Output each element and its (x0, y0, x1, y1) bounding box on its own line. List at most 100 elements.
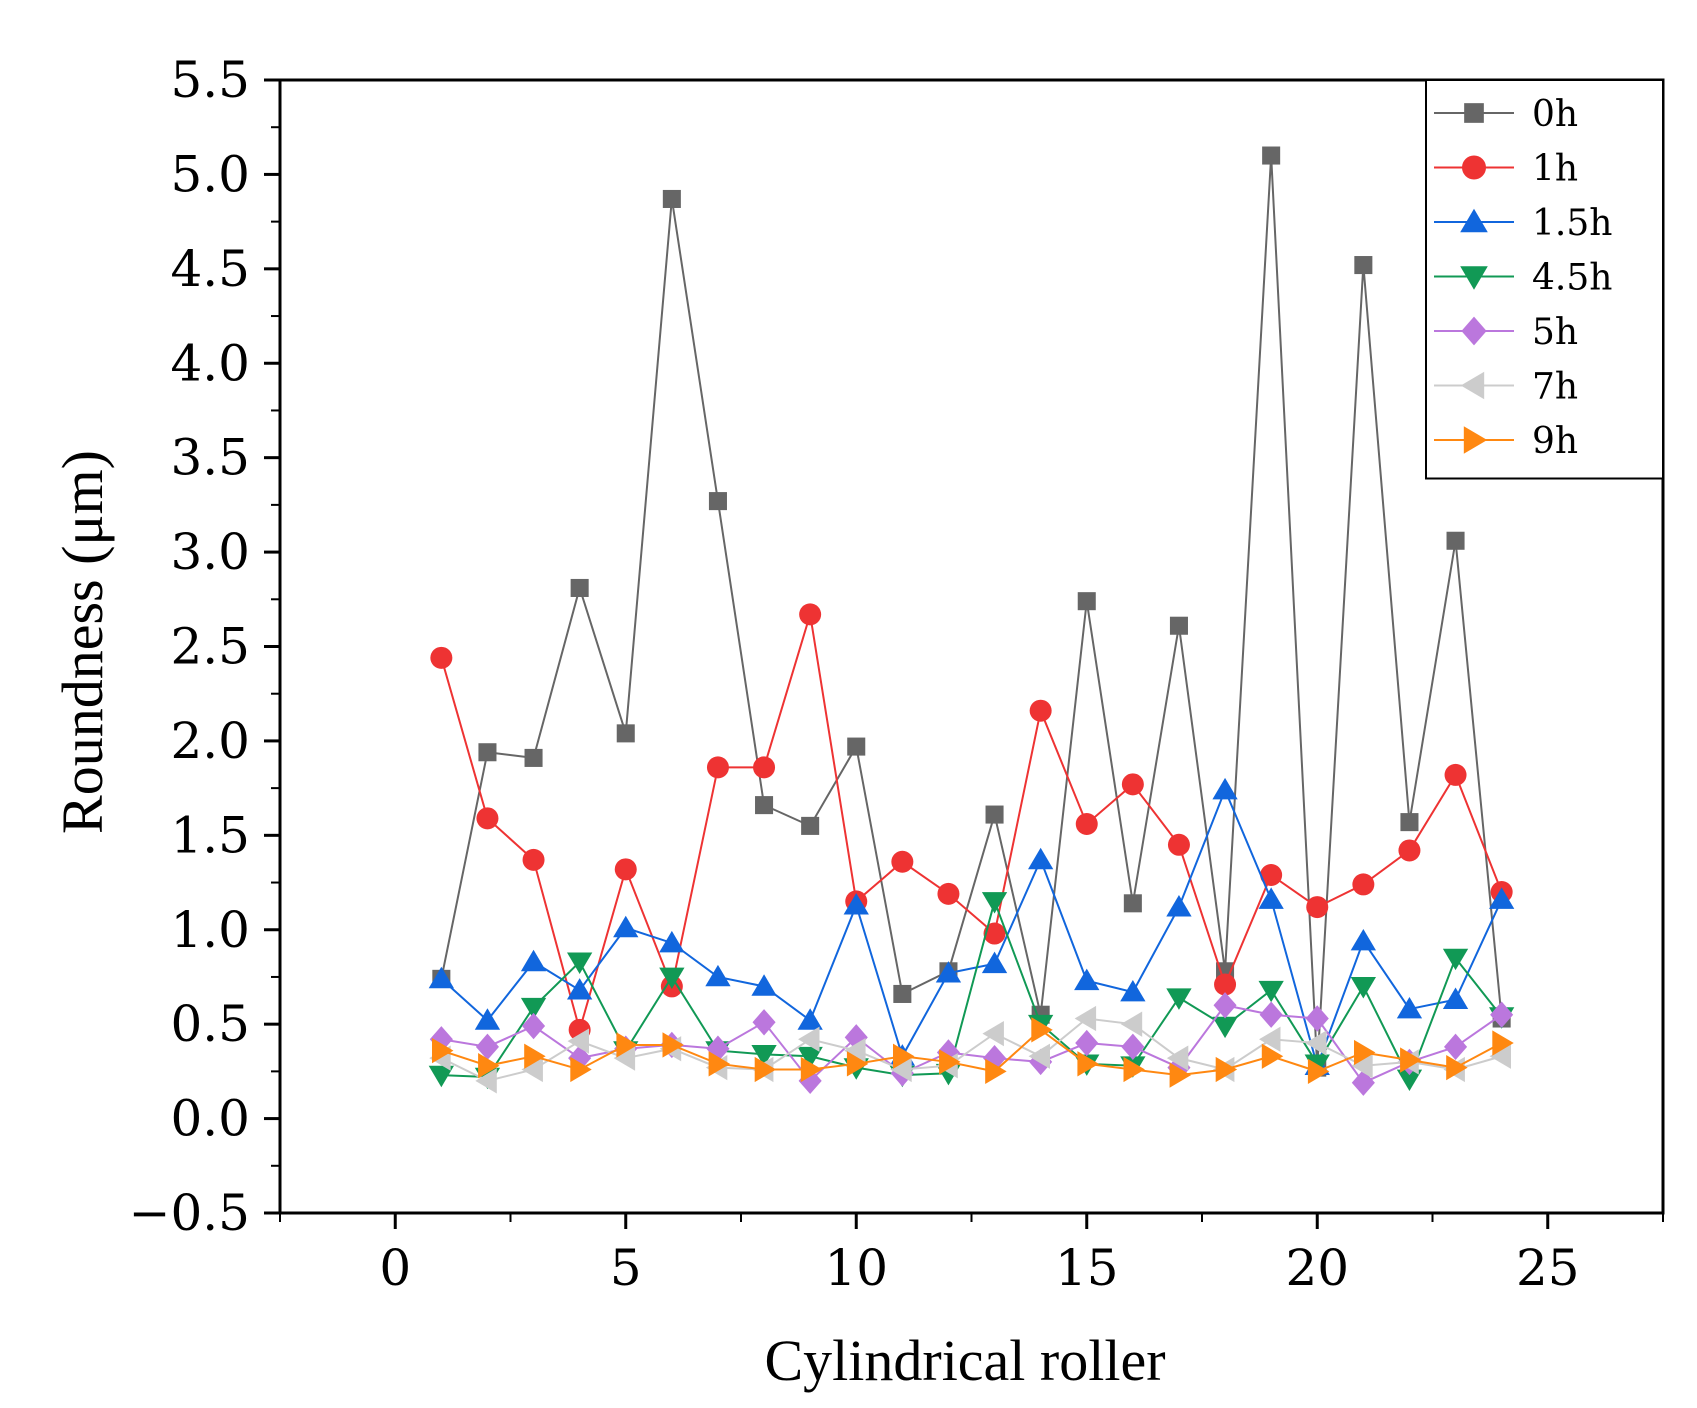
data-point-9h-14 (1031, 1017, 1053, 1043)
data-point-5h-19 (1259, 1001, 1283, 1028)
data-point-1.5h-24 (1489, 887, 1515, 909)
data-point-0h-7 (708, 492, 727, 511)
data-point-4.5h-4 (567, 952, 593, 974)
data-point-1h-19 (1260, 863, 1283, 886)
data-point-4.5h-18 (1212, 1016, 1238, 1039)
data-point-7h-15 (1074, 1005, 1097, 1032)
legend-entry-5h: 5h (1434, 312, 1578, 353)
data-point-0h-6 (662, 189, 681, 208)
data-point-1.5h-9 (797, 1008, 823, 1030)
data-point-9h-13 (985, 1058, 1007, 1085)
data-point-9h-20 (1307, 1058, 1330, 1085)
data-point-1.5h-7 (705, 964, 731, 987)
legend-marker (1461, 316, 1487, 346)
data-point-5h-13 (983, 1044, 1007, 1072)
legend-label: 0h (1532, 94, 1578, 135)
legend-label: 9h (1532, 421, 1578, 462)
data-point-1.5h-2 (474, 1008, 501, 1030)
series-7h (429, 1005, 1511, 1094)
x-tick-label: 20 (1285, 1239, 1349, 1297)
data-point-5h-23 (1444, 1033, 1468, 1061)
data-point-9h-9 (800, 1056, 823, 1083)
x-tick-label: 25 (1516, 1239, 1580, 1297)
axes-layer: −0.5 0.0 0.5 1.0 1.5 2.0 2.5 3.0 3.5 4.0 4.5 5.0 5.5… (129, 51, 1665, 1297)
data-point-0h-9 (801, 816, 820, 835)
data-point-9h-22 (1400, 1047, 1422, 1073)
series-line-5h (441, 1004, 1503, 1084)
data-point-1h-2 (476, 807, 499, 830)
data-point-9h-7 (708, 1051, 731, 1077)
data-point-1.5h-15 (1074, 968, 1100, 991)
legend-label: 5h (1532, 312, 1578, 353)
legend-entry-4.5h: 4.5h (1434, 258, 1612, 299)
data-point-9h-24 (1492, 1030, 1514, 1056)
data-point-9h-1 (432, 1037, 454, 1064)
legend-entry-7h: 7h (1434, 367, 1578, 408)
data-point-1h-9 (799, 603, 822, 626)
data-point-9h-18 (1215, 1056, 1238, 1083)
data-point-1h-1 (430, 646, 453, 669)
series-0h (432, 146, 1511, 1077)
series-line-0h (440, 155, 1503, 1068)
data-point-5h-2 (475, 1033, 499, 1061)
data-point-1.5h-16 (1120, 979, 1146, 1002)
data-point-0h-10 (847, 737, 866, 756)
data-point-7h-10 (844, 1037, 866, 1064)
y-axis-title: Roundness (μm) (50, 450, 115, 834)
data-point-1.5h-14 (1028, 847, 1054, 870)
y-tick-label: 5.5 (170, 51, 250, 109)
data-point-7h-16 (1120, 1011, 1143, 1037)
data-point-4.5h-6 (659, 967, 685, 990)
data-point-1.5h-6 (659, 930, 685, 953)
data-point-1h-13 (983, 922, 1006, 945)
data-point-1.5h-21 (1350, 928, 1376, 951)
data-point-4.5h-23 (1442, 948, 1469, 971)
data-point-7h-2 (475, 1068, 497, 1094)
data-point-0h-2 (478, 743, 497, 762)
data-point-1.5h-13 (981, 951, 1008, 974)
data-point-5h-8 (752, 1009, 776, 1036)
y-tick-label: 0.5 (170, 995, 250, 1053)
data-point-1.5h-3 (520, 949, 547, 972)
data-point-5h-10 (844, 1024, 868, 1051)
data-point-9h-10 (846, 1051, 869, 1077)
data-point-1h-21 (1352, 873, 1375, 896)
data-point-9h-2 (478, 1053, 500, 1079)
legend-box (1425, 79, 1664, 480)
data-point-7h-3 (521, 1056, 543, 1083)
data-point-1h-12 (937, 882, 960, 905)
data-point-5h-18 (1213, 992, 1237, 1019)
data-point-0h-23 (1446, 531, 1465, 550)
legend-marker (1460, 371, 1485, 400)
data-point-1.5h-19 (1258, 887, 1284, 909)
data-point-0h-17 (1169, 616, 1188, 635)
data-point-9h-6 (662, 1032, 684, 1058)
legend-entry-0h: 0h (1434, 94, 1578, 135)
data-point-9h-3 (524, 1043, 546, 1069)
data-point-1h-16 (1121, 773, 1144, 796)
x-axis-title: Cylindrical roller (764, 1328, 1165, 1393)
series-line-1.5h (440, 787, 1503, 1069)
data-point-0h-5 (616, 724, 635, 743)
data-point-1h-14 (1029, 699, 1052, 722)
y-tick-label: 2.5 (170, 618, 250, 676)
data-point-5h-24 (1490, 1001, 1514, 1028)
data-point-1h-7 (706, 756, 729, 779)
data-point-4.5h-3 (520, 997, 547, 1020)
y-tick-label: 3.0 (170, 523, 250, 581)
y-tick-label: 4.0 (170, 334, 250, 392)
data-point-9h-4 (570, 1056, 592, 1083)
data-point-7h-17 (1166, 1045, 1189, 1071)
data-point-7h-9 (798, 1026, 820, 1052)
data-point-4.5h-9 (797, 1046, 823, 1069)
legend-label: 7h (1532, 367, 1578, 408)
data-point-4.5h-22 (1396, 1069, 1423, 1092)
data-point-0h-15 (1077, 592, 1096, 611)
data-point-5h-20 (1305, 1005, 1329, 1032)
data-point-1h-8 (753, 756, 776, 779)
data-point-9h-11 (893, 1043, 915, 1069)
data-point-9h-23 (1446, 1054, 1468, 1081)
data-point-4.5h-21 (1350, 977, 1376, 999)
legend-marker (1460, 266, 1488, 290)
